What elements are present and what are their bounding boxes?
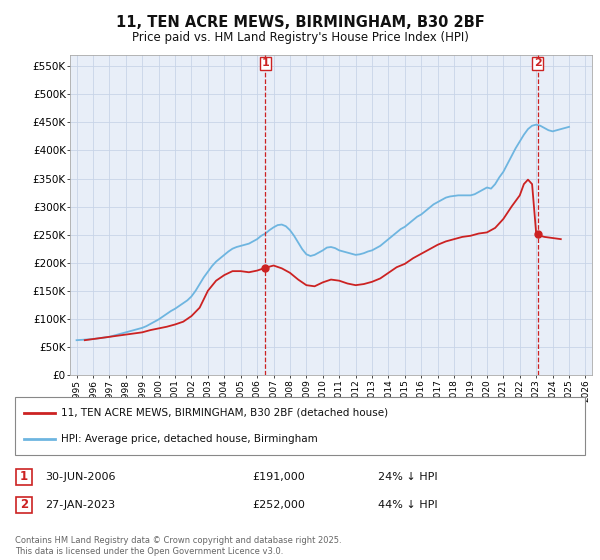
Text: Price paid vs. HM Land Registry's House Price Index (HPI): Price paid vs. HM Land Registry's House …: [131, 31, 469, 44]
Text: 2: 2: [20, 498, 28, 511]
Text: 30-JUN-2006: 30-JUN-2006: [45, 472, 115, 482]
Text: 11, TEN ACRE MEWS, BIRMINGHAM, B30 2BF (detached house): 11, TEN ACRE MEWS, BIRMINGHAM, B30 2BF (…: [61, 408, 388, 418]
Text: 2: 2: [533, 58, 541, 68]
Text: 1: 1: [20, 470, 28, 483]
Text: 27-JAN-2023: 27-JAN-2023: [45, 500, 115, 510]
Text: 24% ↓ HPI: 24% ↓ HPI: [378, 472, 437, 482]
Text: 11, TEN ACRE MEWS, BIRMINGHAM, B30 2BF: 11, TEN ACRE MEWS, BIRMINGHAM, B30 2BF: [116, 15, 484, 30]
Text: HPI: Average price, detached house, Birmingham: HPI: Average price, detached house, Birm…: [61, 435, 317, 444]
Text: 1: 1: [262, 58, 269, 68]
Text: Contains HM Land Registry data © Crown copyright and database right 2025.
This d: Contains HM Land Registry data © Crown c…: [15, 536, 341, 556]
Text: £252,000: £252,000: [252, 500, 305, 510]
Text: £191,000: £191,000: [252, 472, 305, 482]
Text: 44% ↓ HPI: 44% ↓ HPI: [378, 500, 437, 510]
